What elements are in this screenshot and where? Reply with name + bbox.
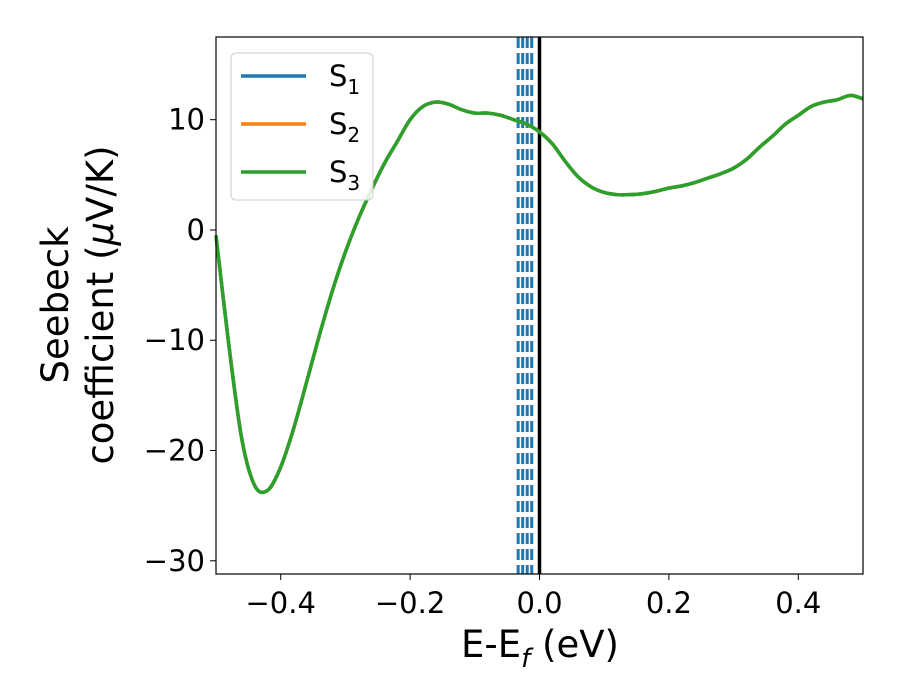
x-tick-label: −0.2: [375, 586, 445, 620]
legend-box: [230, 52, 374, 201]
y-tick-label: −20: [144, 434, 205, 468]
y-axis-label-line1: Seebeck: [34, 226, 77, 384]
legend-label-s3: S3: [329, 155, 360, 195]
plot-frame: [215, 36, 864, 575]
x-axis-label: E-Ef (eV): [461, 623, 619, 674]
y-axis-label-line2: coefficient (μV/K): [79, 145, 122, 464]
legend: S1 S2 S3: [230, 52, 374, 201]
x-tick-label: 0.2: [646, 586, 692, 620]
series-line-s3: [214, 93, 864, 495]
y-tick-label: −10: [144, 323, 205, 357]
y-axis-label: Seebeck coefficient (μV/K): [34, 145, 122, 464]
x-tick-label: 0.0: [516, 586, 562, 620]
y-tick-label: 0: [187, 213, 205, 247]
y-axis-ticks: −30 −20 −10 0 10: [144, 103, 216, 578]
x-tick-label: −0.4: [245, 586, 315, 620]
y-tick-label: −30: [144, 544, 205, 578]
legend-label-s2: S2: [329, 107, 360, 147]
x-axis-ticks: −0.4 −0.2 0.0 0.2 0.4: [245, 574, 821, 620]
legend-label-s1: S1: [329, 59, 360, 99]
x-tick-label: 0.4: [775, 586, 821, 620]
series-lines: [214, 93, 864, 495]
y-tick-label: 10: [168, 103, 205, 137]
